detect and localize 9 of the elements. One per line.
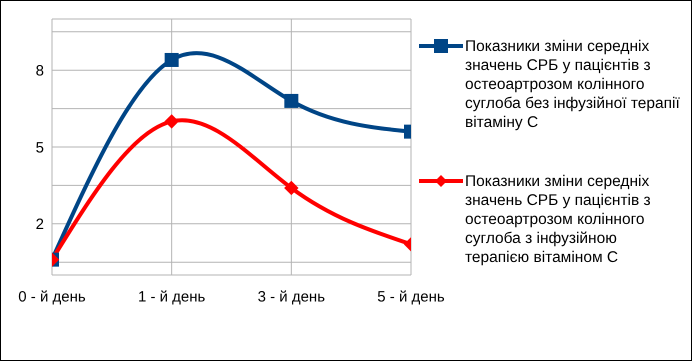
x-tick-label: 3 - й день	[258, 288, 326, 306]
y-tick-label: 8	[36, 62, 44, 80]
y-tick-label: 5	[36, 139, 44, 156]
legend-label: Показники зміни середніх значень СРБ у пацієнтів з остеоартрозом колінного суглоба без інфузійної терапії вітаміну С	[465, 37, 680, 132]
x-tick-label: 0 - й день	[18, 288, 86, 306]
x-tick-label: 5 - й день	[377, 288, 445, 306]
y-tick-label: 2	[36, 216, 44, 234]
legend-label: Показники зміни середніх значень СРБ у пацієнтів з остеоартрозом колінного суглоба з інфузійною терапією вітаміном С	[465, 172, 652, 267]
x-tick-label: 1 - й день	[138, 288, 206, 306]
